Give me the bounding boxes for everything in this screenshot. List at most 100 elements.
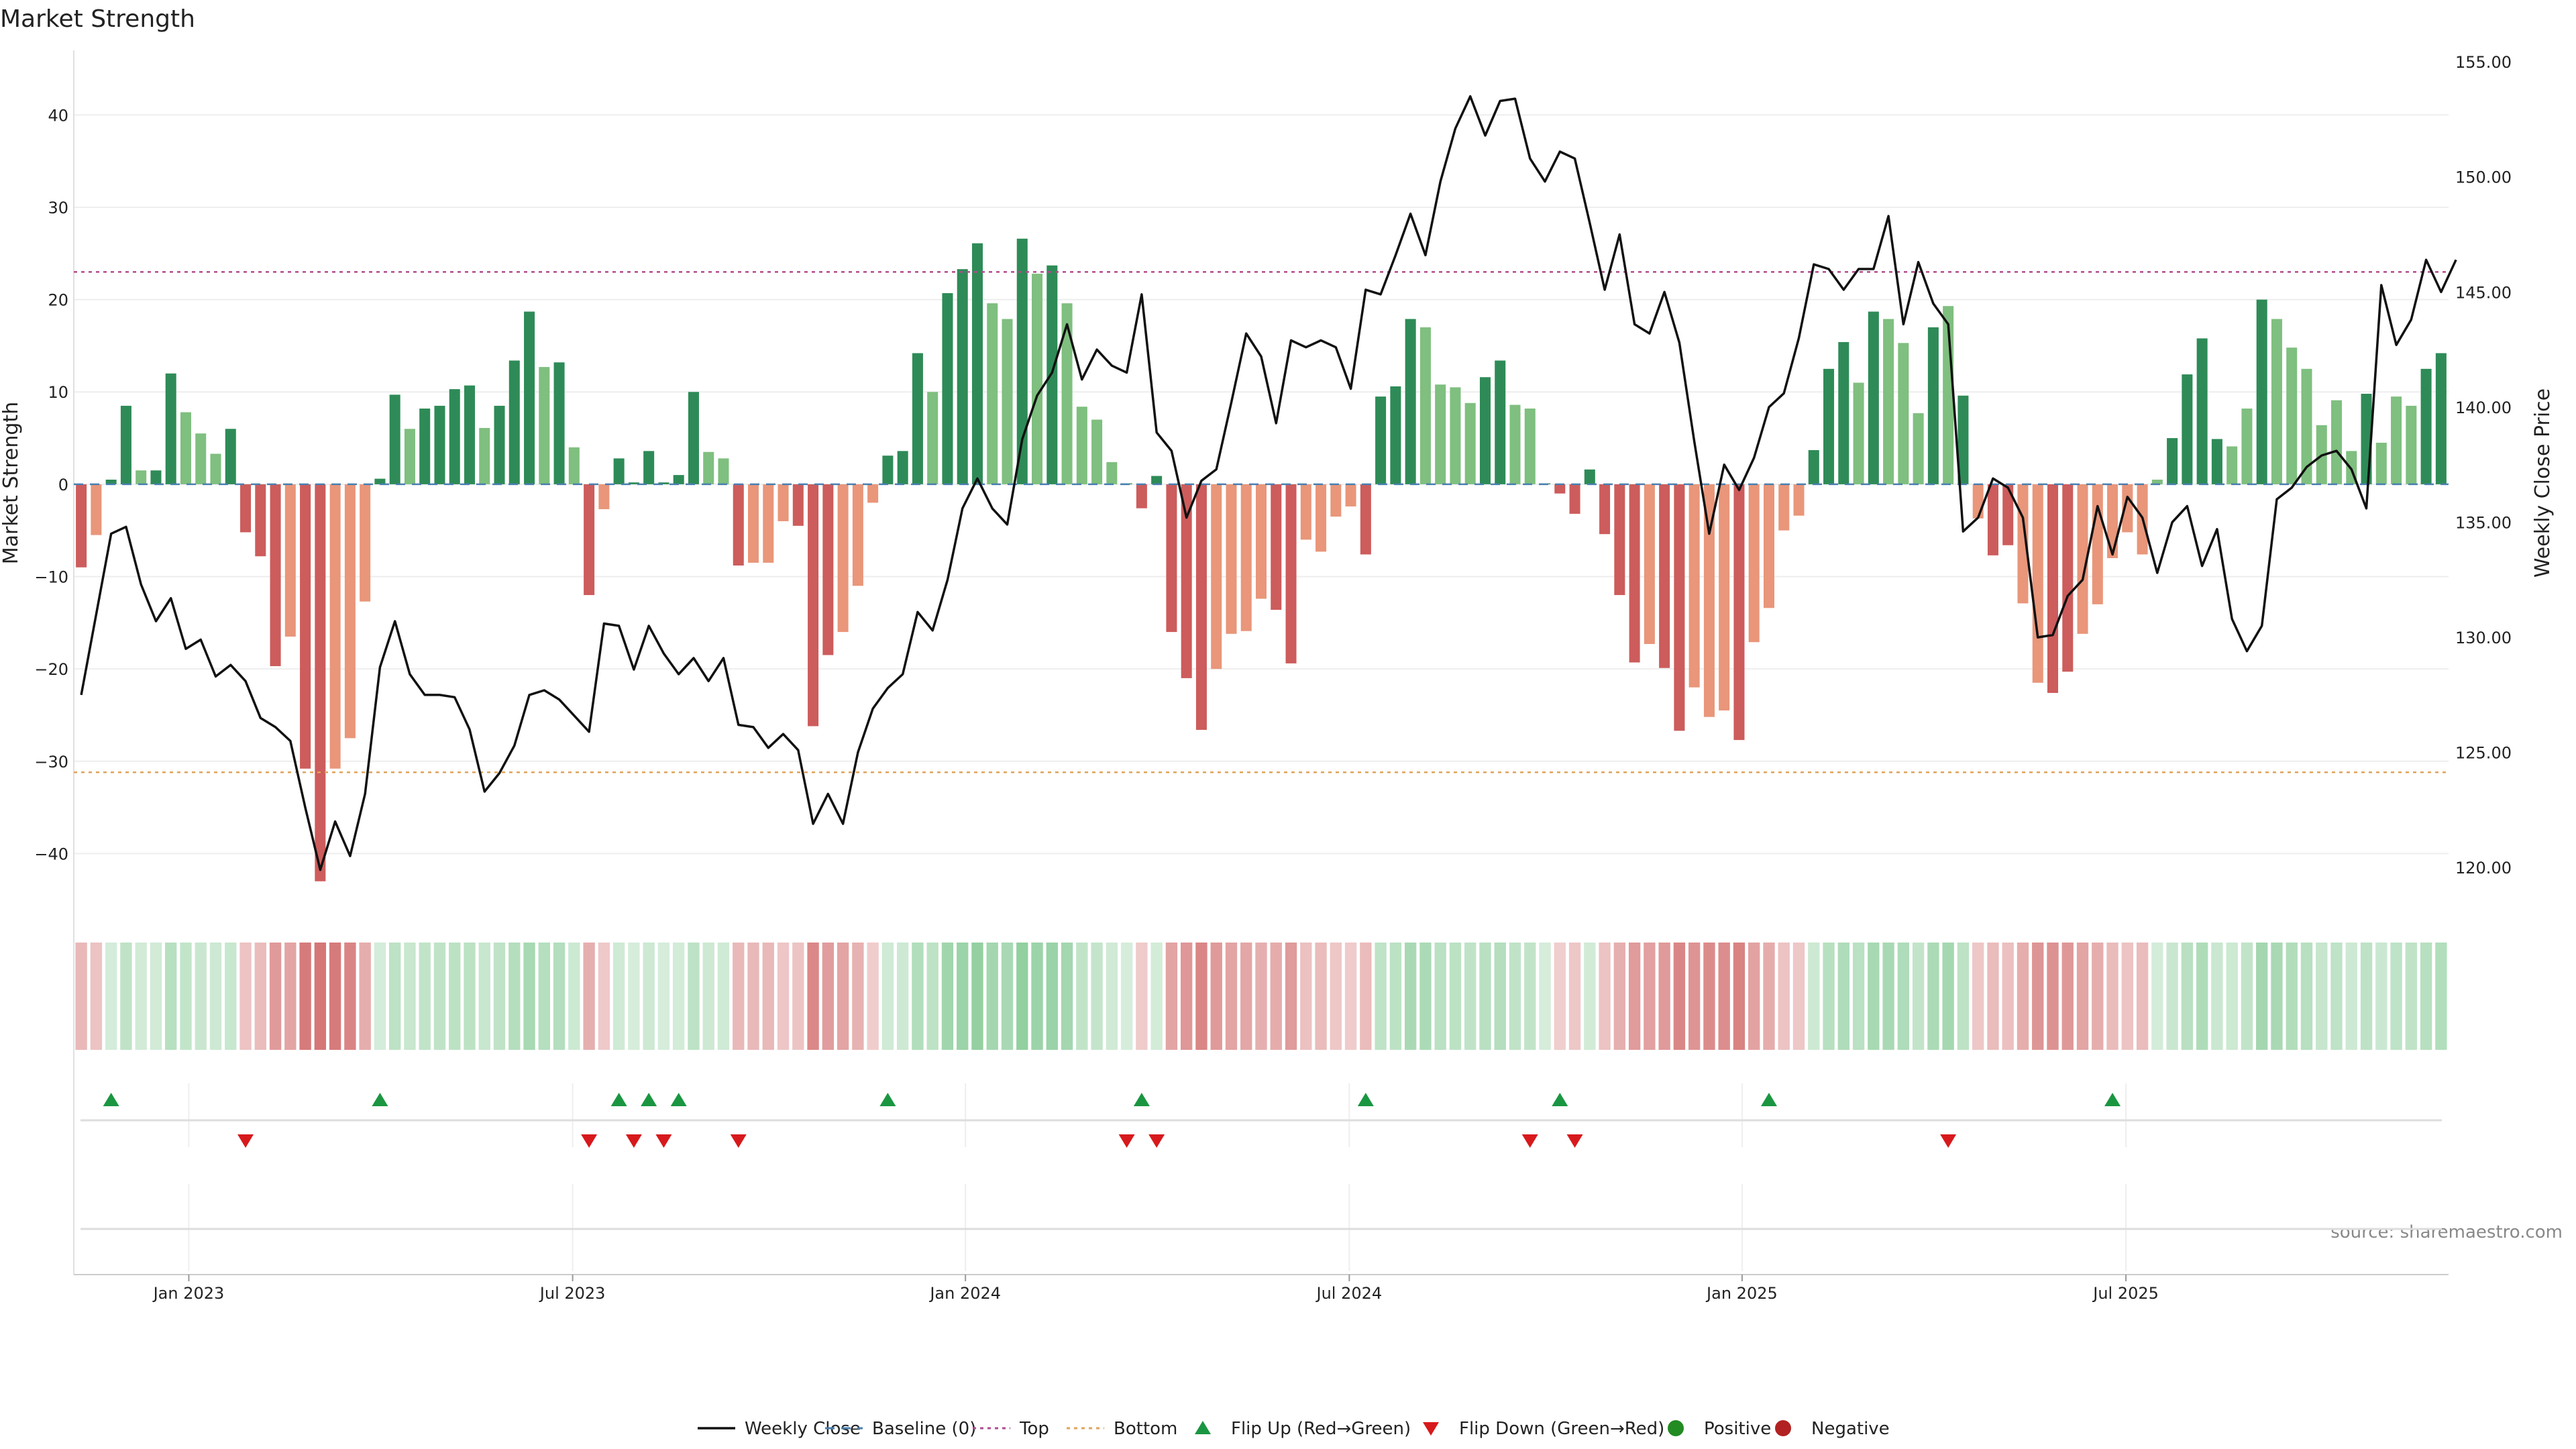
y2-tick-label: 125.00 [2455, 744, 2512, 763]
legend-label: Positive [1704, 1419, 1771, 1439]
heat-cell [2345, 943, 2357, 1050]
flip-up-marker [1133, 1093, 1150, 1106]
strength-bar [1778, 484, 1790, 531]
strength-bar [1240, 484, 1252, 631]
heat-cell [254, 943, 266, 1050]
heat-cell [2121, 943, 2134, 1050]
heat-cell [1957, 943, 1970, 1050]
strength-bar [1823, 368, 1835, 484]
heat-cell [2375, 943, 2387, 1050]
heat-cell [941, 943, 954, 1050]
heat-cell [120, 943, 132, 1050]
y-axis-ticks: 40 30 20 10 0 −10 −20 −30 −40 [34, 106, 68, 863]
heat-cell [1703, 943, 1715, 1050]
heat-cell [225, 943, 237, 1050]
strength-bar [120, 405, 131, 484]
flip-down-marker [1566, 1134, 1583, 1148]
heat-cell [2241, 943, 2253, 1050]
strength-bar [613, 458, 625, 484]
strength-bar [255, 484, 266, 557]
strength-bar [1674, 484, 1685, 731]
heat-cell [1897, 943, 1910, 1050]
heat-cell [239, 943, 252, 1050]
heat-cell [867, 943, 879, 1050]
heat-cell [2211, 943, 2223, 1050]
heat-cell [1733, 943, 1746, 1050]
heat-cell [733, 943, 745, 1050]
strength-bar [2226, 446, 2238, 484]
heat-cell [568, 943, 580, 1050]
heat-cell [1868, 943, 1880, 1050]
flip-markers [80, 1083, 2442, 1271]
strength-bar [1614, 484, 1625, 596]
strength-bar [419, 409, 431, 484]
strength-bar [180, 412, 191, 484]
strength-bar [2047, 484, 2059, 693]
legend-label: Bottom [1114, 1419, 1177, 1439]
strength-bar [628, 482, 639, 484]
strength-bar [1524, 409, 1536, 484]
heat-cell [1524, 943, 1536, 1050]
heat-cell [1823, 943, 1835, 1050]
strength-bar [1913, 413, 1924, 484]
heat-cell [105, 943, 117, 1050]
heat-cell [1120, 943, 1133, 1050]
heat-cell [807, 943, 819, 1050]
strength-bar [2032, 484, 2043, 683]
heat-cell [1106, 943, 1118, 1050]
strength-bar [1495, 360, 1506, 484]
heat-cell [433, 943, 446, 1050]
strength-bar [1255, 484, 1267, 599]
x-axis: Jan 2023 Jul 2023 Jan 2024 Jul 2024 Jan 2025… [74, 1274, 2449, 1303]
heat-cell [957, 943, 969, 1050]
heat-cell [2256, 943, 2268, 1050]
heat-cell [1225, 943, 1238, 1050]
strength-bar [867, 484, 879, 503]
strength-bar [76, 484, 87, 568]
heat-cell [2151, 943, 2163, 1050]
strength-bar [1002, 319, 1013, 484]
heat-cell [1613, 943, 1626, 1050]
strength-bar [1419, 327, 1431, 484]
legend-item: Flip Up (Red→Green) [1195, 1419, 1411, 1439]
heat-cell [2136, 943, 2149, 1050]
legend-label: Flip Up (Red→Green) [1231, 1419, 1411, 1439]
heat-cell [1375, 943, 1387, 1050]
strength-bar [1763, 484, 1774, 608]
strength-bar [2391, 396, 2402, 484]
heat-cell [493, 943, 506, 1050]
heat-cell [2300, 943, 2313, 1050]
strength-bar [1464, 402, 1476, 484]
strength-bar [1793, 484, 1805, 516]
heat-cell [1255, 943, 1267, 1050]
heat-cell [1658, 943, 1670, 1050]
flip-up-marker [641, 1093, 657, 1106]
flip-down-marker [1940, 1134, 1957, 1148]
strength-bar [494, 405, 505, 484]
heat-cell [926, 943, 938, 1050]
strength-bar [2167, 438, 2178, 484]
heat-cell [1330, 943, 1342, 1050]
heat-cell [688, 943, 700, 1050]
strength-bar [987, 303, 998, 484]
flip-down-marker [730, 1134, 747, 1148]
strength-bar [91, 484, 102, 535]
heat-cell [1673, 943, 1686, 1050]
heat-cell [1076, 943, 1088, 1050]
heat-cell [2061, 943, 2074, 1050]
heat-cell [1837, 943, 1849, 1050]
strength-bar [1226, 484, 1237, 634]
strength-bar [703, 451, 714, 484]
heat-cell [1912, 943, 1925, 1050]
heat-cell [404, 943, 416, 1050]
heat-cell [1046, 943, 1058, 1050]
flip-up-marker [103, 1093, 119, 1106]
heat-cell [1778, 943, 1790, 1050]
heat-cell [986, 943, 998, 1050]
heat-cell [2076, 943, 2089, 1050]
y-tick-label: −20 [34, 660, 68, 679]
strength-bar [1195, 484, 1207, 730]
flip-down-marker [1148, 1134, 1165, 1148]
y2-tick-label: 140.00 [2455, 398, 2512, 417]
legend-label: Negative [1811, 1419, 1890, 1439]
